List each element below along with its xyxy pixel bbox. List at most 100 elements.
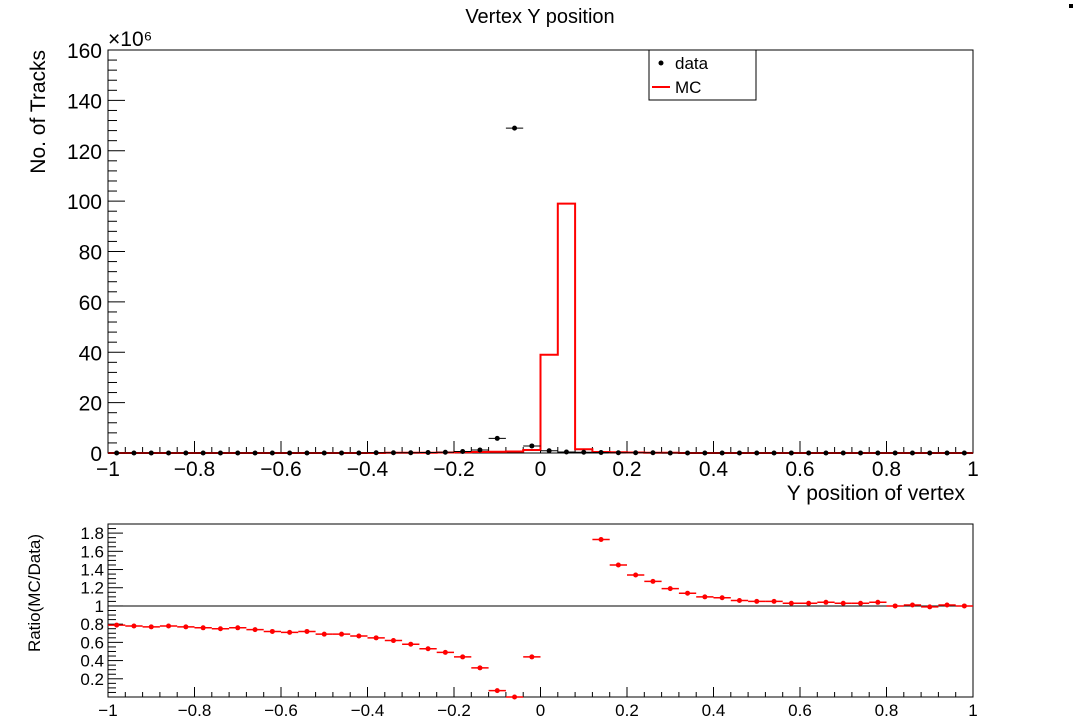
data-point: [460, 448, 466, 454]
ratio-point: [494, 688, 500, 694]
ratio-y-tick-label: 1: [95, 597, 104, 616]
data-point: [685, 450, 691, 456]
ratio-point: [615, 562, 621, 568]
data-point: [390, 450, 396, 456]
ratio-y-tick-label: 1.8: [80, 524, 104, 543]
y-tick-label: 120: [67, 141, 102, 164]
y-multiplier: ×10⁶: [108, 28, 152, 51]
ratio-point: [598, 536, 604, 542]
ratio-point: [927, 604, 933, 610]
data-point: [858, 450, 864, 456]
ratio-point: [287, 629, 293, 635]
ratio-y-tick-label: 0.8: [80, 615, 104, 634]
ratio-y-tick-label: 0.6: [80, 633, 104, 652]
ratio-point: [339, 631, 345, 637]
data-point: [961, 450, 967, 456]
ratio-point: [944, 602, 950, 608]
mc-histogram-line: [108, 202, 973, 454]
ratio-point: [719, 595, 725, 601]
ratio-point: [477, 665, 483, 671]
ratio-point: [390, 638, 396, 644]
ratio-point: [702, 594, 708, 600]
ratio-point: [788, 600, 794, 606]
ratio-point: [442, 649, 448, 655]
data-point: [650, 450, 656, 456]
data-point: [823, 450, 829, 456]
data-point: [321, 450, 327, 456]
x-tick-label: −0.4: [347, 458, 389, 481]
y-tick-label: 60: [79, 292, 102, 315]
x-tick-label: −0.2: [433, 458, 474, 481]
ratio-point: [858, 600, 864, 606]
data-point: [806, 450, 812, 456]
data-point: [615, 450, 621, 456]
data-point: [304, 450, 310, 456]
data-point: [131, 450, 137, 456]
data-point: [719, 450, 725, 456]
x-tick-label: 0.2: [612, 458, 641, 481]
data-point: [840, 450, 846, 456]
y-tick-label: 80: [79, 242, 102, 265]
y-tick-label: 140: [67, 90, 102, 113]
data-point: [356, 450, 362, 456]
data-point: [667, 450, 673, 456]
ratio-point: [823, 599, 829, 605]
x-tick-label: 0.8: [872, 458, 901, 481]
data-point: [339, 450, 345, 456]
data-point: [581, 449, 587, 455]
x-axis-ticks: −1 −0.8 −0.6 −0.4 −0.2 0 0.2 0.4 0.6 0.8 1: [96, 441, 979, 481]
x-tick-label: 1: [967, 458, 979, 481]
data-point: [546, 448, 552, 454]
data-point: [633, 450, 639, 456]
ratio-point: [183, 624, 189, 630]
data-point: [563, 449, 569, 455]
data-point: [148, 450, 154, 456]
ratio-point: [512, 694, 518, 700]
ratio-point: [685, 590, 691, 596]
y-tick-label: 0: [90, 443, 102, 466]
data-point: [114, 450, 120, 456]
histogram-marks: [108, 125, 973, 456]
ratio-point: [961, 603, 967, 609]
ratio-point: [252, 627, 258, 633]
legend-data-marker: [658, 60, 664, 66]
data-point: [477, 447, 483, 453]
ratio-point: [408, 641, 414, 647]
y-tick-label: 100: [67, 191, 102, 214]
chart-title: Vertex Y position: [465, 6, 614, 28]
ratio-y-tick-label: 1.4: [80, 561, 104, 580]
ratio-x-tick-label: −0.4: [351, 701, 385, 720]
ratio-frame: [107, 523, 974, 698]
ratio-y-tick-label: 0.2: [80, 670, 104, 689]
ratio-point: [373, 635, 379, 641]
ratio-panel: 0.20.40.60.811.21.41.61.8 −1 −0.8 −0.6 −0.4…: [25, 523, 978, 720]
ratio-point: [217, 626, 223, 632]
data-point: [892, 450, 898, 456]
ratio-point: [892, 603, 898, 609]
ratio-point: [650, 578, 656, 584]
ratio-marks: [108, 536, 973, 700]
ratio-x-tick-label: −0.8: [178, 701, 212, 720]
data-point: [754, 450, 760, 456]
data-point: [166, 450, 172, 456]
x-tick-label: 0.4: [699, 458, 729, 481]
ratio-point: [806, 600, 812, 606]
y-axis-label: No. of Tracks: [27, 50, 50, 174]
ratio-point: [460, 654, 466, 660]
ratio-y-tick-label: 1.6: [80, 542, 104, 561]
corner-marker: [1069, 4, 1073, 8]
y-tick-label: 20: [79, 393, 102, 416]
data-point: [252, 450, 258, 456]
data-point: [788, 450, 794, 456]
legend-entry-data: data: [675, 54, 709, 73]
ratio-x-tick-label: 0.2: [615, 701, 639, 720]
y-tick-label: 40: [79, 342, 102, 365]
data-point: [373, 450, 379, 456]
ratio-point: [200, 625, 206, 631]
data-point: [944, 450, 950, 456]
ratio-point: [166, 623, 172, 629]
ratio-point: [754, 598, 760, 604]
x-tick-label: −1: [96, 458, 120, 481]
ratio-point: [356, 633, 362, 639]
